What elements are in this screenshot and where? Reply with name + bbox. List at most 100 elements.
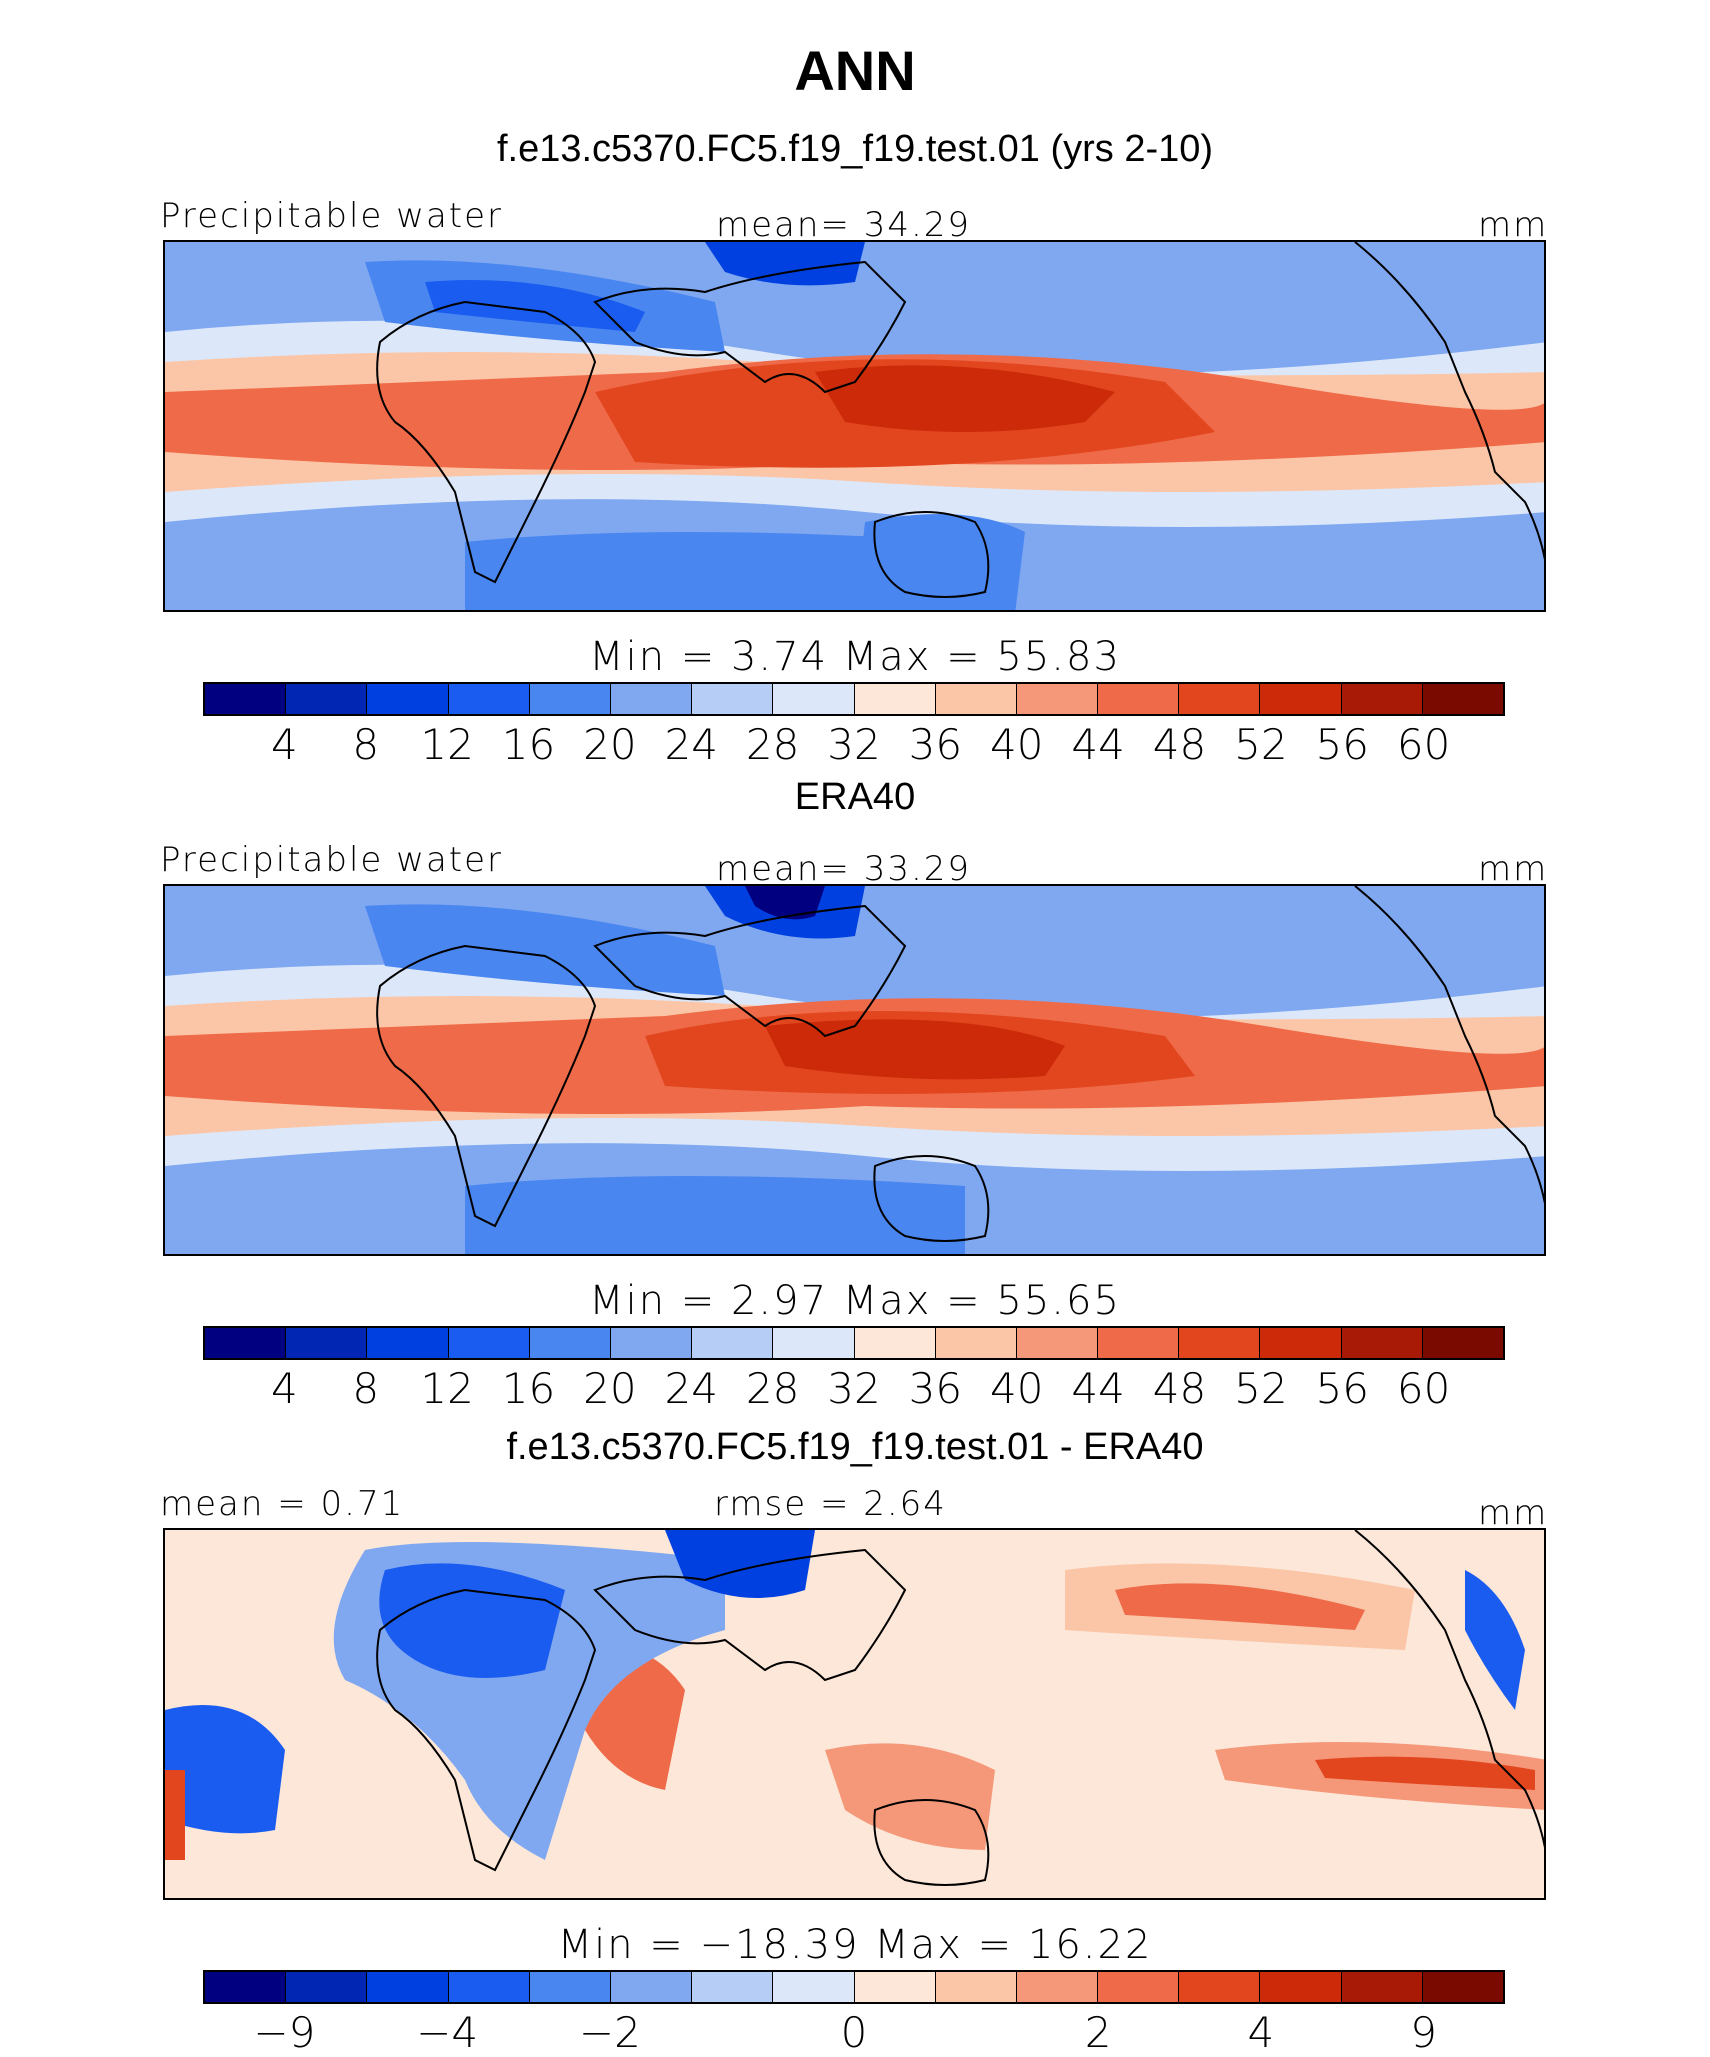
panel1-subtitle: f.e13.c5370.FC5.f19_f19.test.01 (yrs 2-1… bbox=[496, 128, 1214, 170]
colorbar-tick-label: 8 bbox=[352, 720, 380, 769]
colorbar-box bbox=[1341, 684, 1423, 714]
panel2-subtitle: ERA40 bbox=[794, 776, 916, 818]
colorbar-tick-label: 56 bbox=[1315, 1364, 1369, 1413]
colorbar-box bbox=[692, 1328, 774, 1358]
colorbar-box bbox=[773, 1972, 855, 2002]
panel1-field bbox=[165, 242, 1544, 610]
colorbar-tick-label: 4 bbox=[271, 720, 298, 769]
colorbar-box bbox=[1341, 1972, 1423, 2002]
colorbar-box bbox=[610, 1972, 693, 2002]
colorbar-box bbox=[692, 1972, 774, 2002]
colorbar-tick-label: 36 bbox=[908, 720, 963, 769]
colorbar-tick-label: 40 bbox=[990, 1364, 1044, 1413]
colorbar-box bbox=[286, 684, 368, 714]
panel1-variable-label: Precipitable water bbox=[160, 196, 504, 236]
panel3-mean-label: mean = 0.71 bbox=[160, 1484, 405, 1524]
colorbar-tick-label: 44 bbox=[1071, 720, 1125, 769]
colorbar-tick-label: 16 bbox=[501, 1364, 556, 1413]
colorbar-tick-label: 56 bbox=[1315, 720, 1369, 769]
colorbar-box bbox=[610, 1328, 693, 1358]
colorbar-tick-label: 4 bbox=[271, 1364, 298, 1413]
panel3-rmse-label: rmse = 2.64 bbox=[714, 1484, 947, 1524]
colorbar-tick-label: 28 bbox=[745, 1364, 800, 1413]
colorbar-tick-label: 24 bbox=[664, 1364, 718, 1413]
panel3-colorbar bbox=[203, 1970, 1505, 2004]
panel2-field bbox=[165, 886, 1544, 1254]
panel3-subtitle: f.e13.c5370.FC5.f19_f19.test.01 - ERA40 bbox=[506, 1426, 1204, 1468]
colorbar-box bbox=[1179, 684, 1261, 714]
colorbar-box bbox=[935, 1328, 1017, 1358]
colorbar-tick-label: 60 bbox=[1396, 1364, 1451, 1413]
panel2-colorbar bbox=[203, 1326, 1505, 1360]
colorbar-box bbox=[367, 684, 449, 714]
colorbar-box bbox=[773, 1328, 855, 1358]
colorbar-box bbox=[935, 1972, 1017, 2002]
colorbar-box bbox=[1422, 1972, 1503, 2002]
colorbar-tick-label: 36 bbox=[908, 1364, 963, 1413]
panel2-variable-label: Precipitable water bbox=[160, 840, 504, 880]
colorbar-tick-label: −4 bbox=[416, 2008, 479, 2057]
colorbar-tick-label: 52 bbox=[1234, 720, 1288, 769]
colorbar-tick-label: 4 bbox=[1247, 2008, 1275, 2057]
colorbar-tick-label: 28 bbox=[745, 720, 800, 769]
colorbar-tick-label: 48 bbox=[1152, 1364, 1207, 1413]
colorbar-box bbox=[1260, 684, 1342, 714]
colorbar-tick-label: 9 bbox=[1410, 2008, 1437, 2057]
colorbar-tick-label: 44 bbox=[1071, 1364, 1125, 1413]
colorbar-box bbox=[1341, 1328, 1423, 1358]
colorbar-box bbox=[205, 1328, 287, 1358]
colorbar-box bbox=[610, 684, 693, 714]
panel2-minmax: Min = 2.97 Max = 55.65 bbox=[589, 1278, 1121, 1324]
panel1-colorbar bbox=[203, 682, 1505, 716]
panel3-field bbox=[165, 1530, 1544, 1898]
colorbar-tick-label: 12 bbox=[420, 720, 474, 769]
colorbar-box bbox=[1179, 1328, 1261, 1358]
panel1-units-label: mm bbox=[1478, 205, 1549, 245]
panel3-units-label: mm bbox=[1478, 1493, 1549, 1533]
colorbar-tick-label: 32 bbox=[827, 1364, 881, 1413]
colorbar-box bbox=[1422, 684, 1503, 714]
colorbar-box bbox=[448, 684, 530, 714]
colorbar-box bbox=[448, 1972, 530, 2002]
colorbar-box bbox=[1260, 1328, 1342, 1358]
panel3-minmax: Min = −18.39 Max = 16.22 bbox=[557, 1922, 1153, 1968]
colorbar-box bbox=[854, 1972, 936, 2002]
colorbar-box bbox=[286, 1328, 368, 1358]
panel2-map bbox=[163, 884, 1546, 1256]
colorbar-tick-label: 32 bbox=[827, 720, 881, 769]
colorbar-box bbox=[448, 1328, 530, 1358]
colorbar-tick-label: 20 bbox=[583, 720, 637, 769]
panel3-map bbox=[163, 1528, 1546, 1900]
panel2-units-label: mm bbox=[1478, 849, 1549, 889]
colorbar-box bbox=[205, 1972, 287, 2002]
colorbar-tick-label: −9 bbox=[253, 2008, 316, 2057]
panel1-minmax: Min = 3.74 Max = 55.83 bbox=[589, 634, 1121, 680]
colorbar-tick-label: 2 bbox=[1084, 2008, 1112, 2057]
colorbar-tick-label: 48 bbox=[1152, 720, 1207, 769]
figure-title: ANN bbox=[794, 39, 916, 102]
colorbar-tick-label: 20 bbox=[583, 1364, 637, 1413]
colorbar-box bbox=[1422, 1328, 1503, 1358]
colorbar-tick-label: 24 bbox=[664, 720, 718, 769]
colorbar-box bbox=[1098, 1972, 1180, 2002]
colorbar-box bbox=[367, 1972, 449, 2002]
colorbar-tick-label: 12 bbox=[420, 1364, 474, 1413]
colorbar-box bbox=[854, 684, 936, 714]
panel1-mean-label: mean= 34.29 bbox=[716, 205, 972, 245]
colorbar-box bbox=[529, 1328, 611, 1358]
colorbar-box bbox=[286, 1972, 368, 2002]
colorbar-tick-label: 8 bbox=[352, 1364, 380, 1413]
colorbar-tick-label: −2 bbox=[578, 2008, 641, 2057]
colorbar-tick-label: 16 bbox=[501, 720, 556, 769]
panel2-mean-label: mean= 33.29 bbox=[716, 849, 972, 889]
colorbar-box bbox=[1016, 684, 1099, 714]
colorbar-box bbox=[935, 684, 1017, 714]
colorbar-box bbox=[1098, 1328, 1180, 1358]
colorbar-tick-label: 40 bbox=[990, 720, 1044, 769]
colorbar-tick-label: 0 bbox=[840, 2008, 868, 2057]
colorbar-box bbox=[529, 1972, 611, 2002]
colorbar-box bbox=[773, 684, 855, 714]
colorbar-box bbox=[529, 684, 611, 714]
colorbar-box bbox=[1098, 684, 1180, 714]
colorbar-box bbox=[692, 684, 774, 714]
